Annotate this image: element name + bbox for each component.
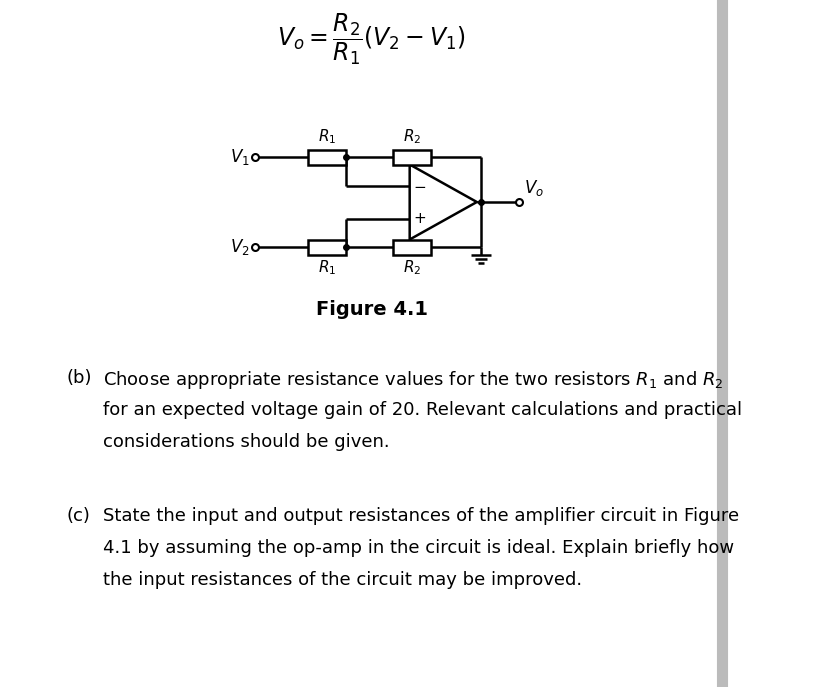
Text: $V_o$: $V_o$ (523, 178, 543, 198)
Text: (b): (b) (66, 369, 92, 387)
Text: (c): (c) (66, 507, 90, 525)
Text: 4.1 by assuming the op-amp in the circuit is ideal. Explain briefly how: 4.1 by assuming the op-amp in the circui… (103, 539, 734, 557)
Text: $+$: $+$ (413, 211, 426, 226)
Text: for an expected voltage gain of 20. Relevant calculations and practical: for an expected voltage gain of 20. Rele… (103, 401, 741, 419)
Text: $-$: $-$ (413, 178, 426, 193)
Text: $V_1$: $V_1$ (230, 147, 250, 167)
Bar (393, 150, 430, 164)
Bar (308, 240, 345, 254)
Text: $R_1$: $R_1$ (318, 258, 336, 277)
Text: Figure 4.1: Figure 4.1 (315, 300, 427, 319)
Text: Choose appropriate resistance values for the two resistors $R_1$ and $R_2$: Choose appropriate resistance values for… (103, 369, 723, 391)
Text: $R_2$: $R_2$ (402, 258, 421, 277)
Text: $V_2$: $V_2$ (230, 237, 250, 257)
Bar (393, 240, 430, 254)
Text: $R_2$: $R_2$ (402, 127, 421, 146)
Text: $R_1$: $R_1$ (318, 127, 336, 146)
Bar (308, 150, 345, 164)
Text: the input resistances of the circuit may be improved.: the input resistances of the circuit may… (103, 571, 581, 589)
Polygon shape (409, 164, 476, 240)
Text: State the input and output resistances of the amplifier circuit in Figure: State the input and output resistances o… (103, 507, 739, 525)
Text: considerations should be given.: considerations should be given. (103, 433, 390, 451)
Text: $V_o = \dfrac{R_2}{R_1}(V_2 - V_1)$: $V_o = \dfrac{R_2}{R_1}(V_2 - V_1)$ (277, 11, 466, 67)
